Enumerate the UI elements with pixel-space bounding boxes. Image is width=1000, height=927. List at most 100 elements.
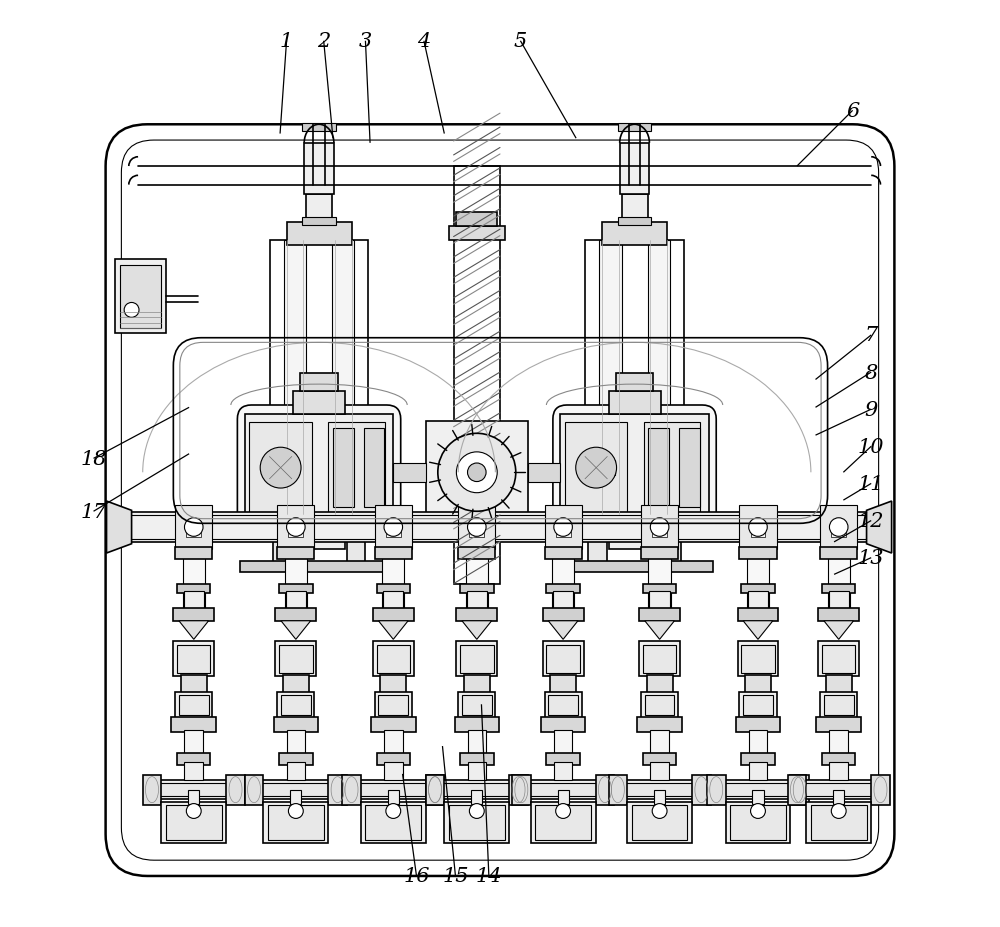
Bar: [284, 241, 306, 514]
Bar: [462, 695, 492, 716]
Bar: [639, 641, 680, 677]
Text: 9: 9: [865, 400, 878, 419]
Text: 2: 2: [317, 32, 330, 51]
Bar: [248, 781, 344, 799]
Bar: [274, 717, 318, 732]
Bar: [287, 730, 305, 756]
Circle shape: [751, 804, 765, 819]
Bar: [615, 783, 704, 796]
Bar: [171, 717, 216, 732]
Bar: [184, 591, 204, 610]
Bar: [710, 781, 806, 799]
Bar: [458, 505, 495, 550]
Bar: [748, 591, 768, 610]
Bar: [550, 675, 576, 693]
Bar: [641, 692, 678, 718]
Circle shape: [438, 434, 516, 512]
Bar: [790, 781, 887, 799]
Bar: [618, 218, 651, 225]
Bar: [177, 754, 210, 765]
Bar: [455, 717, 499, 732]
Bar: [871, 775, 890, 805]
Text: 17: 17: [80, 502, 107, 521]
Bar: [541, 717, 585, 732]
Bar: [736, 717, 780, 732]
FancyBboxPatch shape: [106, 125, 894, 876]
Bar: [743, 695, 773, 716]
Bar: [469, 527, 484, 538]
Bar: [375, 692, 412, 718]
Bar: [558, 790, 569, 804]
Bar: [166, 806, 222, 840]
Bar: [820, 692, 857, 718]
Circle shape: [468, 518, 486, 537]
Bar: [146, 781, 242, 799]
Bar: [602, 222, 667, 246]
Bar: [468, 762, 486, 781]
Bar: [333, 428, 354, 508]
Bar: [279, 584, 313, 593]
Bar: [604, 461, 615, 476]
Polygon shape: [743, 621, 773, 640]
Circle shape: [556, 804, 571, 819]
Bar: [226, 775, 245, 805]
Bar: [184, 730, 203, 756]
Bar: [263, 802, 328, 844]
Polygon shape: [107, 502, 132, 553]
Bar: [818, 608, 859, 621]
Bar: [820, 548, 857, 559]
Bar: [371, 717, 416, 732]
Bar: [818, 641, 859, 677]
Bar: [648, 241, 670, 514]
Bar: [177, 645, 210, 673]
Bar: [546, 584, 580, 593]
Bar: [449, 227, 505, 241]
Bar: [824, 695, 854, 716]
Bar: [245, 775, 263, 805]
Bar: [143, 775, 161, 805]
Bar: [365, 806, 421, 840]
Bar: [609, 391, 661, 415]
Bar: [622, 195, 648, 222]
Bar: [279, 645, 313, 673]
Bar: [384, 730, 403, 756]
Bar: [304, 144, 334, 195]
Bar: [751, 527, 765, 538]
Bar: [833, 790, 844, 804]
Bar: [251, 783, 340, 796]
Bar: [464, 675, 490, 693]
Circle shape: [468, 464, 486, 482]
Circle shape: [288, 804, 303, 819]
Circle shape: [829, 518, 848, 537]
Bar: [328, 775, 347, 805]
Bar: [811, 806, 867, 840]
Bar: [173, 608, 214, 621]
Bar: [829, 591, 849, 610]
Bar: [375, 505, 412, 550]
Text: 7: 7: [865, 326, 878, 345]
FancyBboxPatch shape: [553, 406, 716, 530]
Bar: [543, 608, 584, 621]
Bar: [620, 144, 649, 195]
Bar: [611, 781, 708, 799]
Text: 11: 11: [858, 475, 884, 493]
Bar: [637, 717, 682, 732]
Bar: [426, 775, 444, 805]
Text: 8: 8: [865, 363, 878, 382]
Bar: [749, 730, 767, 756]
Bar: [283, 675, 309, 693]
Circle shape: [652, 804, 667, 819]
Bar: [245, 415, 393, 521]
Bar: [565, 423, 627, 514]
Bar: [290, 790, 301, 804]
Bar: [730, 806, 786, 840]
Bar: [829, 730, 848, 756]
Bar: [115, 260, 166, 334]
Bar: [747, 552, 769, 621]
Bar: [347, 528, 365, 563]
Bar: [460, 754, 494, 765]
Bar: [739, 548, 777, 559]
Bar: [277, 505, 314, 550]
Bar: [643, 754, 676, 765]
Bar: [458, 548, 495, 559]
